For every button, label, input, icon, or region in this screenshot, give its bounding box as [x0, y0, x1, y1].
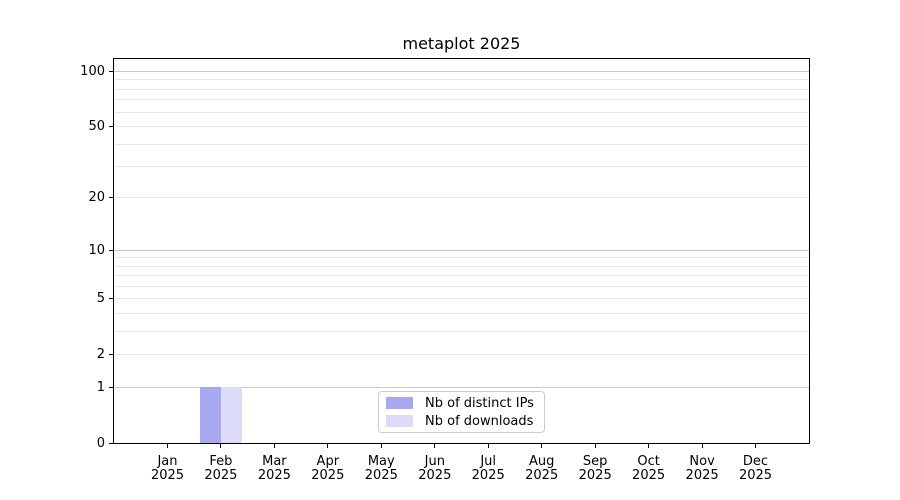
year-label: 2025	[204, 467, 238, 483]
minor-gridline	[114, 275, 809, 277]
x-axis-tick	[701, 444, 703, 448]
year-label: 2025	[150, 467, 185, 483]
x-axis-tick-label: Mar 2025	[244, 455, 304, 482]
y-axis-tick	[109, 354, 113, 356]
minor-gridline	[114, 313, 809, 314]
year-label: 2025	[578, 467, 612, 483]
x-axis-tick	[327, 444, 329, 448]
x-axis-tick-label: Jan 2025	[138, 455, 198, 482]
x-axis-tick	[273, 444, 275, 448]
month-label: Mar	[262, 454, 287, 469]
y-axis-tick-label: 100	[80, 64, 105, 79]
y-axis-tick-label: 20	[88, 190, 105, 206]
major-gridline	[114, 386, 809, 388]
x-axis-tick-label: Feb 2025	[191, 455, 251, 482]
legend-swatch-distinct-ips	[386, 397, 413, 409]
y-axis-tick	[109, 249, 113, 251]
x-axis-tick-label: May 2025	[351, 455, 411, 482]
x-axis-tick	[380, 444, 382, 448]
minor-gridline	[114, 88, 809, 90]
minor-gridline	[114, 354, 809, 356]
minor-gridline	[114, 126, 809, 127]
x-axis-tick-label: Aug 2025	[512, 455, 572, 482]
legend-item-downloads: Nb of downloads	[386, 415, 536, 428]
x-axis-tick	[167, 444, 168, 448]
x-axis-tick-label: Nov 2025	[672, 455, 732, 482]
x-axis-tick	[434, 444, 436, 448]
legend-label-distinct-ips: Nb of distinct IPs	[425, 395, 534, 411]
x-axis-tick-label: Apr 2025	[298, 455, 358, 482]
month-label: Jul	[480, 454, 497, 469]
minor-gridline	[114, 166, 809, 168]
x-axis-tick	[594, 444, 596, 448]
minor-gridline	[114, 265, 809, 267]
y-axis-tick	[109, 386, 113, 388]
minor-gridline	[114, 99, 809, 101]
y-axis-tick-label: 1	[96, 379, 105, 395]
legend-swatch-downloads	[386, 415, 413, 427]
minor-gridline	[114, 298, 809, 300]
y-axis-tick	[109, 126, 113, 127]
major-gridline	[114, 71, 809, 72]
x-axis-tick-label: Sep 2025	[565, 455, 625, 482]
major-gridline	[114, 249, 809, 251]
year-label: 2025	[257, 467, 291, 483]
legend-label-downloads: Nb of downloads	[425, 413, 534, 429]
bar-nb-of-distinct-ips	[200, 387, 221, 443]
month-label: Nov	[689, 454, 715, 469]
x-axis-tick-label: Oct 2025	[619, 455, 679, 482]
y-axis-tick-label: 2	[96, 347, 105, 363]
y-axis-tick	[109, 298, 113, 300]
minor-gridline	[114, 79, 809, 81]
month-label: Sep	[582, 454, 608, 469]
month-label: Dec	[742, 454, 769, 469]
plot-area	[113, 58, 810, 444]
x-axis-tick-label: Jul 2025	[458, 455, 518, 482]
legend: Nb of distinct IPs Nb of downloads	[378, 391, 545, 433]
month-label: Jan	[157, 454, 178, 469]
legend-item-distinct-ips: Nb of distinct IPs	[386, 397, 536, 410]
month-label: Aug	[528, 454, 555, 469]
year-label: 2025	[311, 467, 345, 483]
year-label: 2025	[685, 467, 719, 483]
x-axis-tick	[755, 444, 756, 448]
x-axis-tick-label: Dec 2025	[726, 455, 786, 482]
y-axis-tick-label: 50	[88, 119, 105, 134]
x-axis-tick	[487, 444, 489, 448]
x-axis-tick	[220, 444, 222, 448]
minor-gridline	[114, 197, 809, 199]
year-label: 2025	[364, 467, 398, 483]
year-label: 2025	[471, 467, 505, 483]
x-axis-tick-label: Jun 2025	[405, 455, 465, 482]
chart-title: metaplot 2025	[402, 34, 521, 53]
year-label: 2025	[418, 467, 452, 483]
year-label: 2025	[525, 467, 559, 483]
y-axis-tick-label: 10	[88, 242, 105, 258]
minor-gridline	[114, 143, 809, 145]
y-axis-tick	[109, 71, 113, 72]
y-axis-tick	[109, 442, 113, 444]
y-axis-tick	[109, 197, 113, 199]
year-label: 2025	[632, 467, 666, 483]
month-label: Feb	[209, 454, 233, 469]
month-label: Jun	[424, 454, 445, 469]
minor-gridline	[114, 257, 809, 259]
x-axis-tick	[541, 444, 543, 448]
y-axis-tick-label: 0	[96, 435, 105, 451]
x-axis-tick	[648, 444, 650, 448]
minor-gridline	[114, 111, 809, 113]
month-label: May	[367, 454, 395, 469]
month-label: Apr	[316, 454, 340, 469]
minor-gridline	[114, 285, 809, 287]
y-axis-tick-label: 5	[96, 291, 105, 307]
bar-nb-of-downloads	[221, 387, 242, 443]
year-label: 2025	[738, 467, 773, 483]
month-label: Oct	[637, 454, 660, 469]
minor-gridline	[114, 330, 809, 332]
